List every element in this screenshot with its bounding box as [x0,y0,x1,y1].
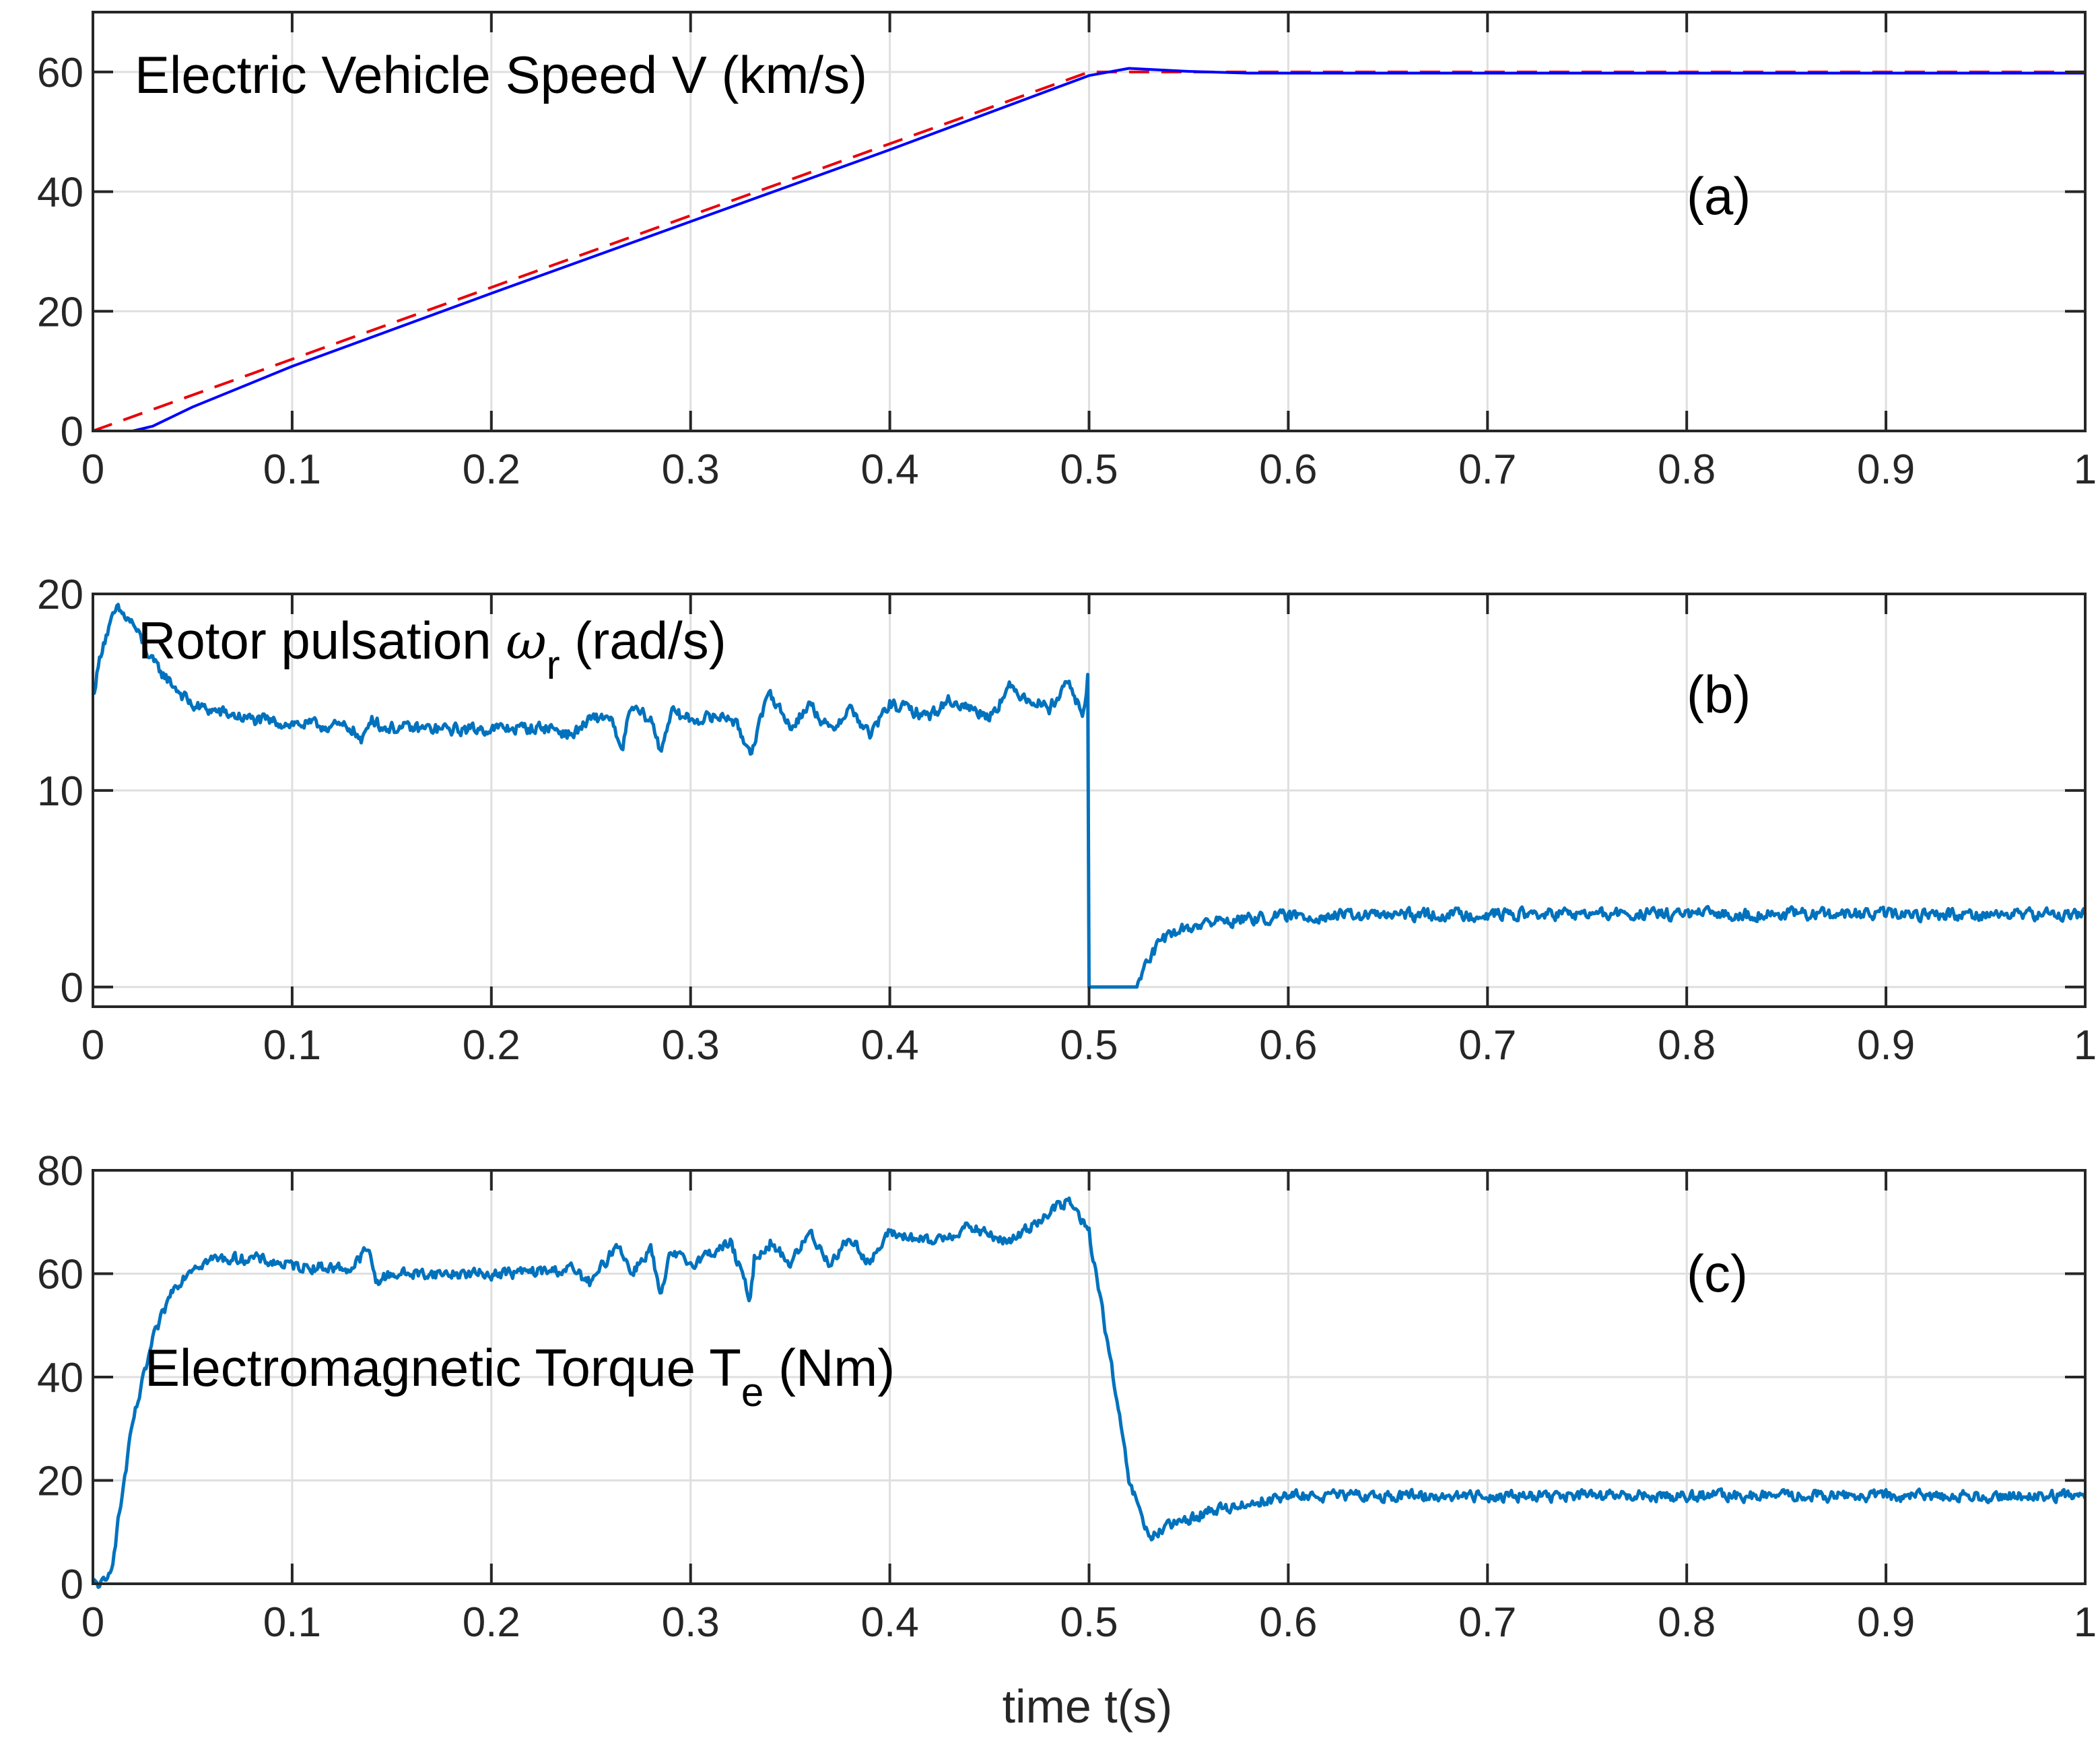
y-tick-label: 0 [61,409,83,455]
panel-c-torque-plot: 0 0.1 0.2 0.3 0.4 0.5 0.6 0.7 0.8 0.9 1 0 20 40 60 80 E… [37,1148,2097,1646]
panel-a-ticks: 0 0.1 0.2 0.3 0.4 0.5 0.6 0.7 0.8 0.9 1 0 20 40 60 [37,12,2097,493]
y-tick-label: 80 [37,1148,83,1195]
x-tick-label: 0.4 [860,1599,918,1646]
x-tick-label: 0.9 [1857,1022,1915,1069]
y-tick-label: 20 [37,572,83,618]
panel-a-speed-plot: 0 0.1 0.2 0.3 0.4 0.5 0.6 0.7 0.8 0.9 1 0 20 40 60 Ele… [37,11,2097,493]
x-tick-label: 0.4 [860,1022,918,1069]
x-tick-label: 0.7 [1458,1022,1516,1069]
panel-c-label: (c) [1687,1244,1748,1303]
panel-b-title-subscript: r [547,642,560,688]
x-tick-label: 0.5 [1060,446,1118,493]
panel-c-grid [93,1170,2085,1584]
x-tick-label: 0.3 [662,1599,720,1646]
x-tick-label: 1 [2074,1022,2097,1069]
y-tick-label: 20 [37,289,83,335]
x-tick-label: 0 [81,1599,104,1646]
x-tick-label: 0.5 [1060,1022,1118,1069]
x-tick-label: 0.1 [263,1022,321,1069]
x-tick-label: 0.3 [662,1022,720,1069]
panel-c-title-unit: (Nm) [764,1338,895,1397]
panel-c-series-Te [92,1196,2087,1589]
x-tick-label: 0.4 [860,446,918,493]
x-tick-label: 0.7 [1458,446,1516,493]
panel-c-series [92,1196,2087,1589]
x-tick-label: 0.1 [263,446,321,493]
panel-c-title-subscript: e [741,1370,764,1415]
x-tick-label: 0.5 [1060,1599,1118,1646]
x-tick-label: 0 [81,446,104,493]
panel-c-ticks: 0 0.1 0.2 0.3 0.4 0.5 0.6 0.7 0.8 0.9 1 0 20 40 60 80 [37,1148,2097,1646]
x-tick-label: 0.9 [1857,1599,1915,1646]
y-tick-label: 0 [61,965,83,1011]
panel-c-title: Electromagnetic Torque Te (Nm) [145,1338,895,1415]
x-tick-label: 0.3 [662,446,720,493]
x-tick-label: 1 [2074,446,2097,493]
x-tick-label: 0.6 [1259,1599,1317,1646]
panel-b-title-unit: (rad/s) [560,611,726,670]
y-tick-label: 0 [61,1562,83,1608]
x-tick-label: 0.6 [1259,446,1317,493]
x-tick-label: 0.7 [1458,1599,1516,1646]
y-tick-label: 40 [37,170,83,216]
x-tick-label: 0.2 [463,1599,520,1646]
y-tick-label: 40 [37,1355,83,1401]
panel-c-title-main: Electromagnetic Torque T [145,1338,741,1397]
x-tick-label: 0.2 [463,446,520,493]
y-tick-label: 60 [37,1252,83,1298]
x-tick-label: 1 [2074,1599,2097,1646]
panel-b-title-symbol: ω [506,613,546,671]
y-tick-label: 60 [37,50,83,96]
x-tick-label: 0.8 [1658,1599,1716,1646]
panel-a-title: Electric Vehicle Speed V (km/s) [135,45,867,104]
y-tick-label: 20 [37,1459,83,1505]
panel-a-series [92,67,2085,432]
x-tick-label: 0.1 [263,1599,321,1646]
x-tick-label: 0.8 [1658,1022,1716,1069]
x-axis-label: time t(s) [1003,1680,1173,1733]
x-tick-label: 0.6 [1259,1022,1317,1069]
x-tick-label: 0 [81,1022,104,1069]
panel-a-label: (a) [1687,166,1751,226]
panel-b-title: Rotor pulsation ωr (rad/s) [138,611,726,688]
x-tick-label: 0.8 [1658,446,1716,493]
x-tick-label: 0.9 [1857,446,1915,493]
panel-b-label: (b) [1687,665,1751,724]
panel-a-series-measured [93,67,2085,432]
x-tick-label: 0.2 [463,1022,520,1069]
panel-b-title-main: Rotor pulsation [138,611,506,670]
y-tick-label: 10 [37,768,83,815]
